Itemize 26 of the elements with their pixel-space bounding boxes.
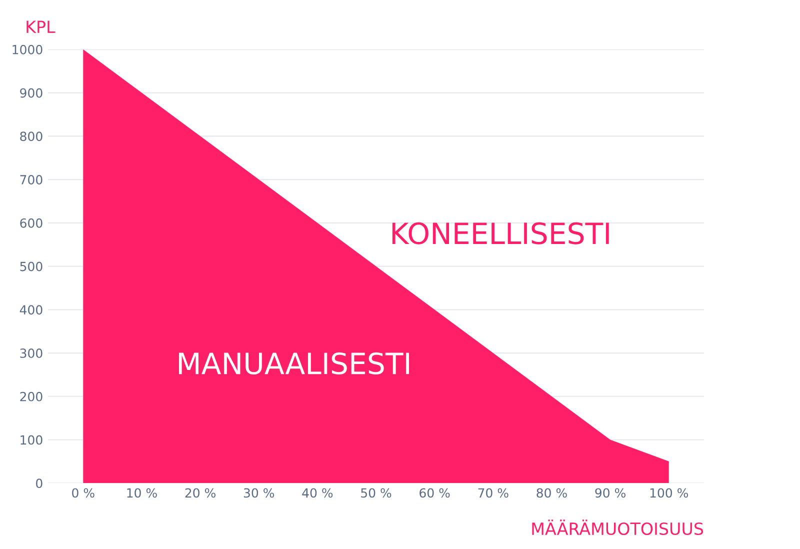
y-tick-label: 400 <box>20 305 42 315</box>
x-tick-label: 90 % <box>595 488 626 498</box>
x-axis-title: MÄÄRÄMUOTOISUUS <box>532 520 704 536</box>
y-tick-label: 900 <box>20 88 42 98</box>
y-tick-label: 500 <box>20 262 42 272</box>
x-tick-label: 40 % <box>302 488 333 498</box>
x-tick-label: 10 % <box>127 488 157 498</box>
annotation: KONEELLISESTI <box>392 222 609 244</box>
x-tick-label: 70 % <box>478 488 508 498</box>
y-tick-label: 1000 <box>12 44 42 54</box>
y-tick-label: 700 <box>20 174 42 184</box>
x-tick-label: 20 % <box>185 488 216 498</box>
y-tick-label: 300 <box>20 348 42 358</box>
x-tick-label: 50 % <box>361 488 392 498</box>
y-axis-title: KPL <box>26 20 56 33</box>
x-tick-label: 0 % <box>72 488 94 498</box>
y-tick-label: 0 <box>36 478 42 488</box>
y-tick-label: 600 <box>20 218 42 228</box>
y-tick-label: 200 <box>20 392 42 402</box>
x-tick-label: 80 % <box>536 488 567 498</box>
y-tick-label: 100 <box>20 435 42 445</box>
x-tick-label: 60 % <box>420 488 450 498</box>
x-tick-label: 30 % <box>244 488 274 498</box>
annotation: MANUAALISESTI <box>179 352 409 374</box>
y-tick-label: 800 <box>20 132 42 142</box>
x-tick-label: 100 % <box>650 488 688 498</box>
